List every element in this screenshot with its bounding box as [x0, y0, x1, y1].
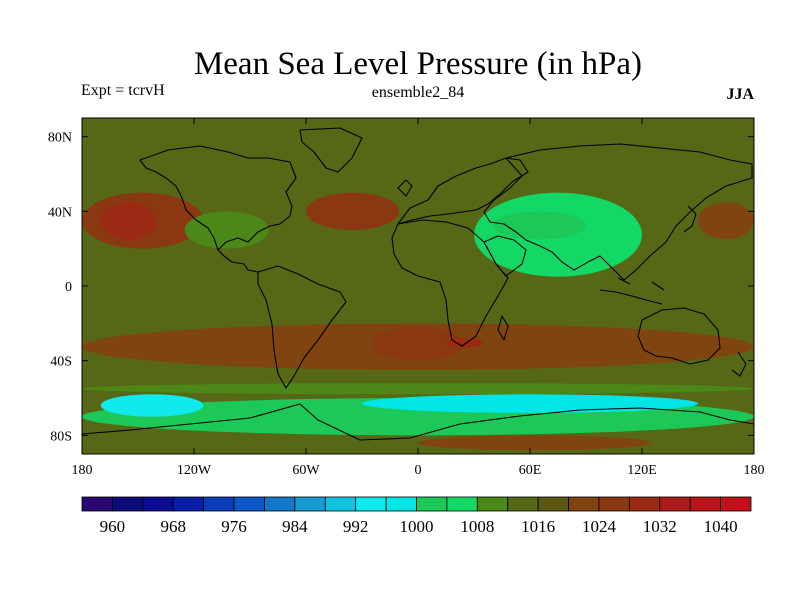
- colorbar-swatch: [537, 496, 569, 512]
- colorbar-swatch: [172, 496, 205, 512]
- pressure-region-antarctic-interior-high: [418, 435, 652, 451]
- pressure-region-southern-ocean-rim: [82, 383, 754, 395]
- coast-africa: [391, 219, 509, 347]
- map-field: [82, 118, 754, 454]
- colorbar-swatch: [294, 496, 326, 512]
- pressure-region-north-pacific-high-core: [100, 202, 157, 240]
- coast-south-america: [257, 265, 347, 389]
- coast-indonesia: [599, 277, 665, 305]
- colorbar-swatch: [385, 496, 417, 512]
- colorbar-swatch: [203, 496, 235, 512]
- x-tick-label: 120W: [177, 463, 212, 478]
- colorbar-swatch: [112, 496, 144, 512]
- colorbar-label: 960: [100, 517, 126, 536]
- colorbar-label: 984: [282, 517, 308, 536]
- colorbar-swatch: [355, 496, 387, 512]
- coast-north-america: [139, 145, 297, 251]
- map-axes: 180 120W 60W 0 60E 120E 180 80N 40N 0 40S 80S: [48, 118, 765, 478]
- x-tick-label: 0: [415, 463, 422, 478]
- pressure-region-azores-high: [306, 192, 400, 230]
- colorbar-swatch: [446, 496, 478, 512]
- colorbar-swatch: [233, 496, 265, 512]
- colorbar-swatch: [628, 496, 661, 512]
- colorbar: 960 968 976 984 992 1000 1008 1016 1024 1032 1040: [81, 496, 752, 536]
- pressure-region-south-atlantic-high: [371, 327, 465, 361]
- colorbar-label: 992: [343, 517, 369, 536]
- colorbar-label: 1008: [460, 517, 494, 536]
- y-tick-label: 80N: [48, 131, 72, 146]
- pressure-region-north-america-thermal-low: [184, 211, 269, 249]
- ensemble-label: ensemble2_84: [371, 84, 465, 101]
- colorbar-swatch: [476, 496, 509, 512]
- season-label: JJA: [726, 86, 754, 103]
- pressure-region-west-pacific-high: [698, 202, 754, 240]
- colorbar-swatch: [689, 496, 721, 512]
- pressure-regions: [82, 192, 754, 451]
- coast-antarctica: [82, 403, 754, 441]
- coast-arabia: [483, 235, 527, 277]
- colorbar-label: 1000: [400, 517, 434, 536]
- colorbar-swatch: [264, 496, 296, 512]
- y-tick-label: 80S: [50, 429, 72, 444]
- colorbar-swatch: [507, 496, 539, 512]
- x-tick-label: 120E: [627, 463, 657, 478]
- y-tick-label: 40S: [50, 355, 72, 370]
- colorbar-swatch: [720, 496, 752, 512]
- x-tick-label: 60W: [292, 463, 320, 478]
- y-tick-label: 40N: [48, 205, 72, 220]
- colorbar-label: 1040: [704, 517, 738, 536]
- colorbar-swatch: [568, 496, 600, 512]
- coast-madagascar: [497, 315, 509, 341]
- coast-greenland: [299, 127, 363, 173]
- colorbar-swatch: [598, 496, 630, 512]
- pressure-region-southern-ocean-deep-low-indian: [362, 394, 698, 413]
- coast-central-america: [217, 249, 259, 273]
- coastlines: [82, 127, 754, 441]
- colorbar-swatch: [324, 496, 357, 512]
- chart-title: Mean Sea Level Pressure (in hPa): [193, 46, 643, 82]
- colorbar-label: 1032: [643, 517, 677, 536]
- colorbar-swatch: [142, 496, 174, 512]
- colorbar-label: 1016: [521, 517, 555, 536]
- experiment-label: Expt = tcrvH: [81, 82, 165, 99]
- coast-new-zealand: [731, 351, 747, 377]
- coast-asia: [483, 143, 753, 281]
- colorbar-swatch: [416, 496, 448, 512]
- colorbar-label: 976: [221, 517, 247, 536]
- pressure-region-southern-ocean-deep-low-pacific: [100, 394, 204, 417]
- colorbar-swatch: [659, 496, 691, 512]
- colorbar-label: 968: [160, 517, 186, 536]
- coast-australia: [637, 307, 721, 365]
- coast-japan: [683, 205, 697, 233]
- x-tick-label: 60E: [519, 463, 542, 478]
- colorbar-label: 1024: [582, 517, 617, 536]
- coast-british-isles: [397, 179, 413, 197]
- colorbar-swatch: [81, 496, 113, 512]
- x-tick-label: 180: [744, 463, 765, 478]
- coast-europe: [397, 157, 529, 225]
- x-tick-label: 180: [72, 463, 93, 478]
- y-tick-label: 0: [65, 280, 72, 295]
- pressure-region-south-africa-high: [446, 338, 484, 348]
